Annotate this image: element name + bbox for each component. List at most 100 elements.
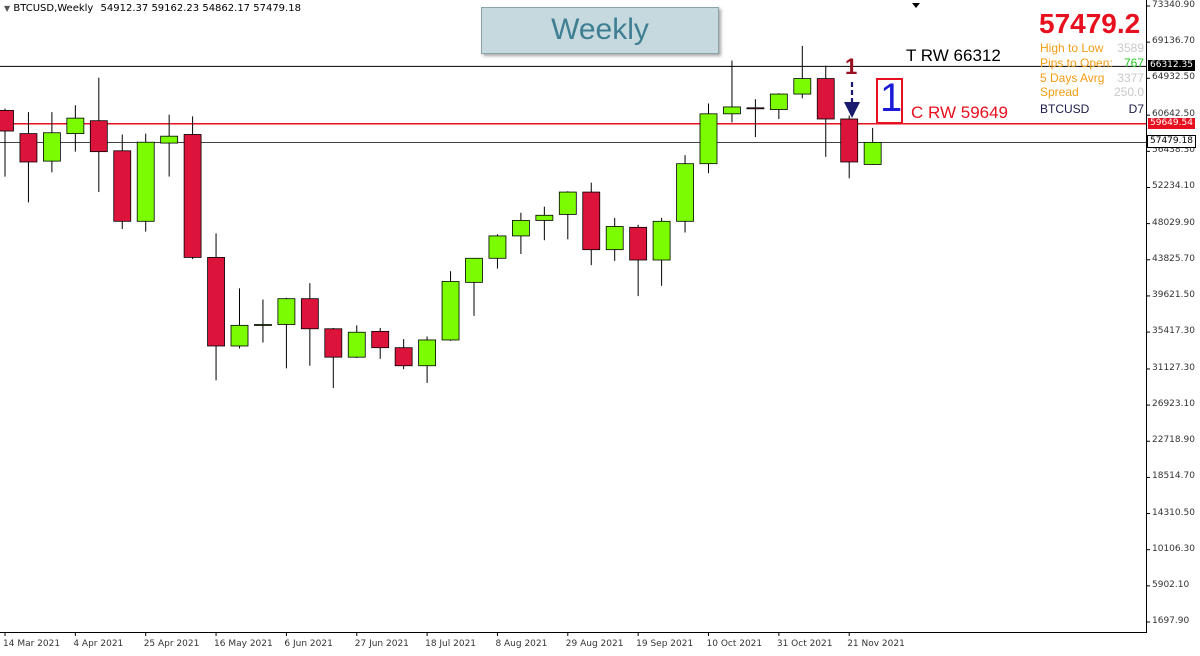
candle-body: [863, 141, 882, 165]
candle: [676, 155, 694, 233]
candle-body: [723, 106, 741, 115]
candle-body: [136, 141, 155, 222]
y-tick-label: 43825.70: [1152, 253, 1195, 264]
candles: [0, 45, 882, 389]
annotations: [844, 82, 860, 118]
candle: [465, 257, 483, 316]
candle: [394, 339, 413, 370]
y-tick-label: 22718.90: [1152, 435, 1195, 446]
header-triangle-icon: ▼: [4, 4, 11, 13]
info-row-label: 5 Days Avrg: [1040, 70, 1105, 85]
candle: [418, 336, 437, 383]
info-row-value: D7: [1128, 102, 1144, 117]
candle-body: [558, 191, 577, 215]
annotation-boxed-number: 1: [876, 76, 903, 124]
info-row-label: Spread: [1040, 85, 1079, 100]
candle: [699, 103, 718, 174]
info-row-value: 767: [1123, 55, 1144, 70]
candle: [488, 234, 507, 269]
candle: [324, 327, 343, 389]
candle-body: [347, 331, 366, 358]
ohlc-values: 54912.37 59162.23 54862.17 57479.18: [100, 3, 301, 14]
x-tick-label: 16 May 2021: [214, 639, 273, 649]
candle: [230, 288, 249, 349]
y-tick-label: 26923.10: [1152, 399, 1195, 410]
candle-body: [254, 324, 272, 326]
y-tick-label: 14310.50: [1152, 507, 1195, 518]
candle: [769, 93, 788, 119]
x-tick-label: 31 Oct 2021: [776, 639, 833, 649]
candle-body: [183, 134, 202, 258]
candle: [793, 45, 812, 99]
x-tick-label: 25 Apr 2021: [143, 639, 200, 649]
candle: [183, 116, 202, 260]
candle: [277, 297, 296, 369]
t-rw-price-tag: 66312.35: [1148, 60, 1195, 72]
candle-body: [699, 113, 718, 165]
y-tick-label: 73340.90: [1152, 0, 1195, 10]
candle: [558, 191, 577, 240]
candle: [43, 112, 61, 173]
candle: [535, 206, 554, 241]
x-tick-label: 6 Jun 2021: [284, 639, 333, 649]
t-rw-label: T RW 66312: [906, 46, 1001, 65]
candle-body: [512, 220, 530, 237]
y-tick-label: 64932.50: [1152, 72, 1195, 83]
x-tick-label: 8 Aug 2021: [495, 639, 548, 649]
y-tick-label: 60642.50: [1152, 109, 1195, 120]
timeframe-title-box: Weekly: [481, 7, 719, 54]
y-tick-label: 35417.30: [1152, 326, 1195, 337]
candle-body: [160, 135, 179, 144]
candle: [160, 114, 179, 177]
symbol-header: ▼ BTCUSD,Weekly 54912.37 59162.23 54862.…: [4, 3, 301, 14]
x-tick-label: 14 Mar 2021: [3, 639, 61, 649]
candle: [347, 325, 366, 359]
candle-body: [816, 78, 835, 120]
x-tick-label: 21 Nov 2021: [847, 639, 905, 649]
candle: [816, 65, 835, 157]
candle: [629, 224, 648, 297]
candle-body: [535, 214, 554, 221]
candle: [371, 327, 390, 359]
y-tick-label: 69136.70: [1152, 36, 1195, 47]
candle-body: [629, 226, 648, 261]
candle-body: [207, 257, 225, 347]
y-tick-label: 10106.30: [1152, 543, 1195, 554]
x-tick-label: 4 Apr 2021: [73, 639, 124, 649]
boxed-number-text: 1: [880, 76, 903, 120]
info-row-label: BTCUSD: [1040, 102, 1090, 117]
symbol-info: BTCUSD,Weekly: [13, 3, 94, 14]
info-row-value: 250.0: [1113, 85, 1144, 100]
candle: [512, 212, 530, 254]
candle: [254, 299, 272, 343]
info-row-label: High to Low: [1040, 41, 1104, 55]
candle-body: [0, 109, 14, 132]
candle: [723, 60, 741, 123]
c-rw-label: C RW 59649: [911, 103, 1009, 122]
candle: [19, 112, 38, 203]
candle-body: [324, 328, 343, 358]
candle: [136, 133, 155, 232]
y-tick-label: 52234.10: [1152, 181, 1195, 192]
info-row-value: 3589: [1117, 41, 1144, 55]
current-price-display: 57479.2: [1039, 8, 1141, 39]
x-tick-label: 19 Sep 2021: [636, 639, 694, 649]
candle-body: [605, 226, 624, 251]
candle: [605, 217, 624, 261]
candle: [66, 105, 85, 152]
x-tick-label: 29 Aug 2021: [565, 639, 624, 649]
candle-body: [113, 150, 132, 222]
y-tick-label: 18514.70: [1152, 471, 1195, 482]
axes: [0, 0, 1150, 636]
timeframe-title: Weekly: [551, 13, 649, 46]
candle-body: [488, 235, 507, 259]
candle-body: [418, 339, 437, 367]
x-tick-label: 18 Jul 2021: [425, 639, 477, 649]
down-arrow-icon: [844, 102, 860, 118]
candle: [207, 233, 225, 381]
candle-body: [277, 298, 296, 325]
y-tick-label: 39621.50: [1152, 289, 1195, 300]
candle-body: [769, 93, 788, 110]
y-tick-label: 48029.90: [1152, 217, 1195, 228]
